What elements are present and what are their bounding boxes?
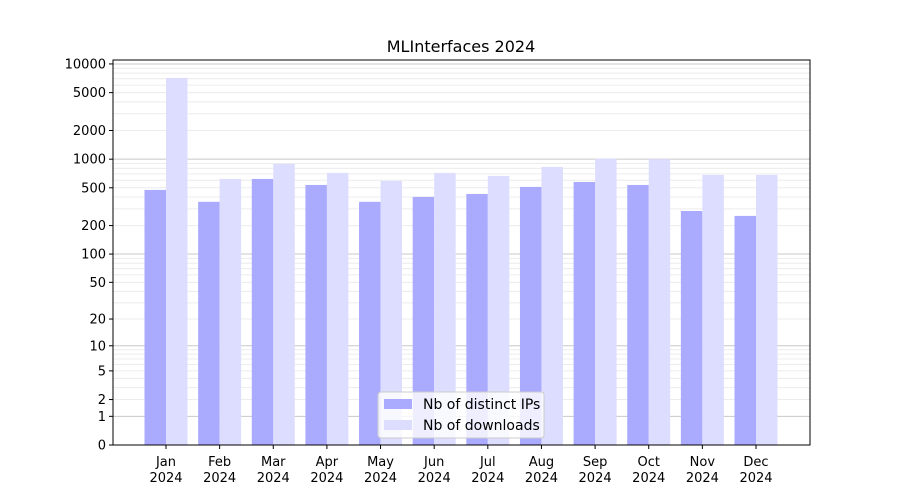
legend-swatch-downloads: [384, 420, 412, 430]
bar-downloads: [434, 172, 456, 446]
bar-downloads: [487, 175, 510, 445]
bar-distinct-ips: [359, 201, 381, 445]
y-tick-label: 2000: [73, 124, 106, 139]
legend-swatch-ips: [384, 399, 412, 409]
y-tick-label: 50: [89, 276, 106, 291]
bar-distinct-ips: [144, 189, 166, 445]
bar-distinct-ips: [573, 181, 596, 445]
bar-downloads: [219, 178, 242, 445]
bar-downloads: [702, 174, 724, 445]
y-tick-label: 5000: [73, 86, 106, 101]
y-tick-label: 100: [81, 248, 106, 263]
bar-downloads: [756, 174, 778, 445]
bar-distinct-ips: [734, 215, 756, 445]
x-tick-label: Feb 2024: [203, 455, 236, 486]
y-tick-label: 2: [98, 393, 106, 408]
bar-downloads: [595, 158, 617, 445]
x-tick-label: Aug 2024: [525, 455, 558, 486]
y-tick-label: 20: [89, 313, 106, 328]
x-tick-label: Oct 2024: [632, 455, 665, 486]
bar-distinct-ips: [305, 184, 327, 445]
bar-downloads: [380, 180, 403, 445]
y-tick-label: 5: [98, 364, 106, 379]
bar-downloads: [273, 163, 295, 445]
x-tick-label: Dec 2024: [739, 455, 772, 486]
bar-distinct-ips: [466, 193, 488, 445]
y-tick-label: 1: [98, 410, 106, 425]
bar-distinct-ips: [519, 186, 542, 445]
x-tick-label: Jun 2024: [418, 455, 451, 486]
plot-frame: [112, 59, 811, 446]
y-tick-label: 500: [81, 181, 106, 196]
y-tick-label: 0: [98, 439, 106, 454]
bar-downloads: [541, 166, 563, 445]
x-tick-label: Jul 2024: [471, 455, 504, 486]
bar-distinct-ips: [680, 210, 703, 445]
bar-downloads: [326, 172, 349, 446]
y-tick-label: 1000: [73, 153, 106, 168]
y-tick-label: 10: [89, 339, 106, 354]
y-tick-label: 10000: [65, 57, 106, 72]
x-tick-label: Jan 2024: [149, 455, 182, 486]
chart-title: MLInterfaces 2024: [387, 37, 536, 56]
x-tick-label: May 2024: [364, 455, 397, 486]
bar-distinct-ips: [251, 178, 274, 445]
legend-label-ips: Nb of distinct IPs: [423, 397, 540, 413]
bar-distinct-ips: [627, 184, 649, 445]
y-tick-label: 200: [81, 219, 106, 234]
bar-distinct-ips: [412, 196, 435, 445]
x-tick-label: Mar 2024: [257, 455, 290, 486]
bar-downloads: [648, 159, 671, 445]
legend-label-downloads: Nb of downloads: [423, 418, 540, 434]
legend: Nb of distinct IPs Nb of downloads: [377, 391, 545, 439]
x-tick-label: Nov 2024: [686, 455, 719, 486]
bar-distinct-ips: [198, 201, 220, 445]
x-tick-label: Apr 2024: [310, 455, 343, 486]
x-tick-label: Sep 2024: [579, 455, 612, 486]
bar-downloads: [166, 77, 188, 445]
